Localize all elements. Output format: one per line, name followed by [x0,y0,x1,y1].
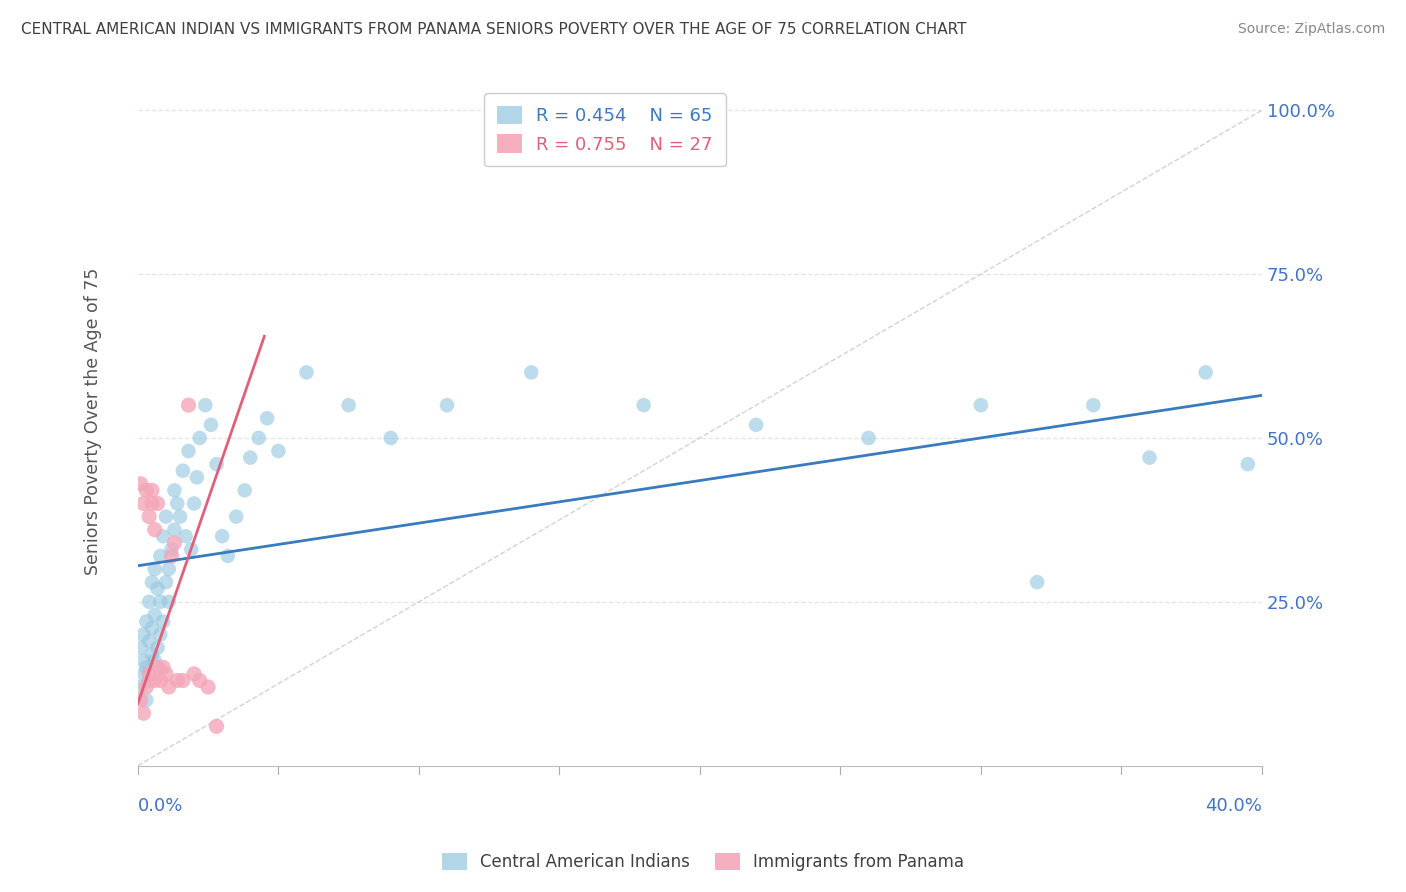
Point [1083,398,1105,412]
Point [141,483,163,498]
Point [129,476,152,491]
Point [138,634,160,648]
Text: Seniors Poverty Over the Age of 75: Seniors Poverty Over the Age of 75 [84,268,101,575]
Point [138,673,160,688]
Point [1195,365,1218,379]
Point [186,470,208,484]
Point [247,431,270,445]
Point [149,627,172,641]
Point [163,536,186,550]
Point [138,509,160,524]
Point [157,562,180,576]
Point [205,719,228,733]
Point [174,529,197,543]
Point [143,673,166,688]
Point [149,673,172,688]
Point [858,431,880,445]
Point [132,627,155,641]
Point [135,680,157,694]
Point [129,680,152,694]
Point [135,660,157,674]
Legend: Central American Indians, Immigrants from Panama: Central American Indians, Immigrants fro… [433,845,973,880]
Point [132,496,155,510]
Point [239,450,262,465]
Point [138,666,160,681]
Point [225,509,247,524]
Point [380,431,402,445]
Point [188,673,211,688]
Point [188,431,211,445]
Point [256,411,278,425]
Point [233,483,256,498]
Point [337,398,360,412]
Text: 0.0%: 0.0% [138,797,183,814]
Point [129,640,152,655]
Point [172,673,194,688]
Point [135,483,157,498]
Point [1026,575,1049,590]
Point [183,496,205,510]
Point [166,496,188,510]
Legend: R = 0.454    N = 65, R = 0.755    N = 27: R = 0.454 N = 65, R = 0.755 N = 27 [484,94,725,166]
Point [211,529,233,543]
Point [436,398,458,412]
Point [217,549,239,563]
Point [138,595,160,609]
Point [149,595,172,609]
Point [143,654,166,668]
Point [152,529,174,543]
Text: 40.0%: 40.0% [1205,797,1263,814]
Point [169,509,191,524]
Point [194,398,217,412]
Point [152,615,174,629]
Point [132,654,155,668]
Point [205,457,228,471]
Point [172,464,194,478]
Point [633,398,655,412]
Point [160,549,183,563]
Point [520,365,543,379]
Point [177,398,200,412]
Point [155,509,177,524]
Point [166,673,188,688]
Point [183,666,205,681]
Point [1139,450,1161,465]
Point [180,542,202,557]
Point [267,444,290,458]
Point [146,640,169,655]
Point [132,666,155,681]
Point [155,575,177,590]
Point [141,575,163,590]
Point [163,483,186,498]
Text: CENTRAL AMERICAN INDIAN VS IMMIGRANTS FROM PANAMA SENIORS POVERTY OVER THE AGE O: CENTRAL AMERICAN INDIAN VS IMMIGRANTS FR… [21,22,966,37]
Point [160,542,183,557]
Point [143,523,166,537]
Point [152,660,174,674]
Point [132,706,155,721]
Point [146,660,169,674]
Point [200,417,222,432]
Point [745,417,768,432]
Point [197,680,219,694]
Point [143,607,166,622]
Point [141,621,163,635]
Point [135,693,157,707]
Point [141,647,163,661]
Point [129,693,152,707]
Point [177,444,200,458]
Point [970,398,993,412]
Point [295,365,318,379]
Point [163,523,186,537]
Point [157,595,180,609]
Point [149,549,172,563]
Point [146,582,169,596]
Text: Source: ZipAtlas.com: Source: ZipAtlas.com [1237,22,1385,37]
Point [155,666,177,681]
Point [143,562,166,576]
Point [157,680,180,694]
Point [141,496,163,510]
Point [135,615,157,629]
Point [146,496,169,510]
Point [1237,457,1260,471]
